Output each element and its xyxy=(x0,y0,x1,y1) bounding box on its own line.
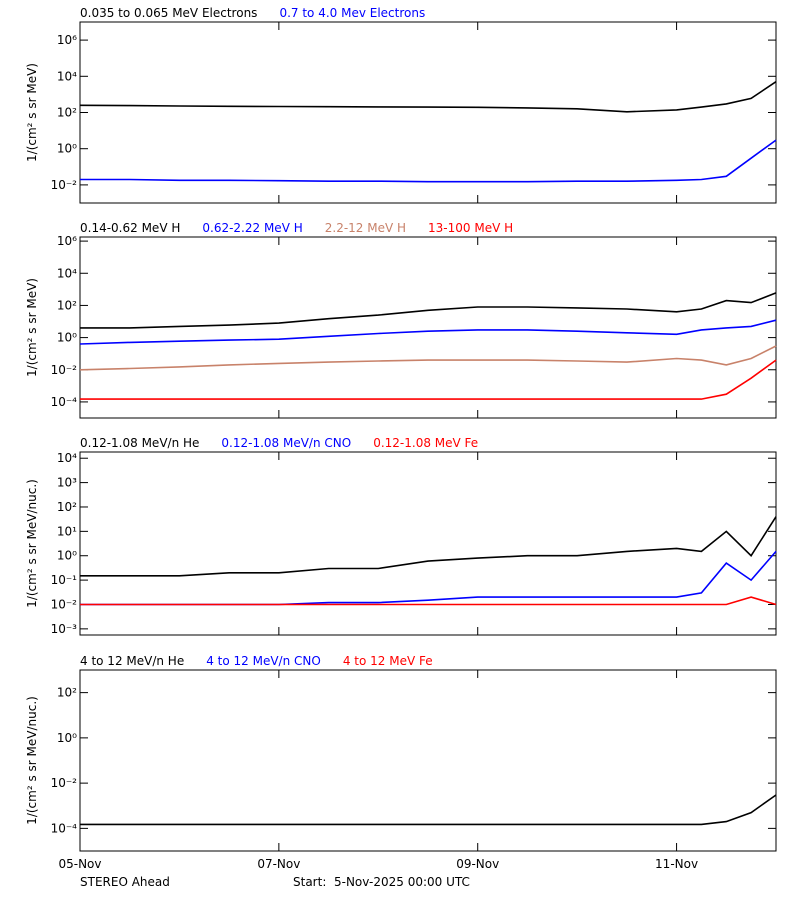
legend-entry: 4 to 12 MeV/n CNO xyxy=(206,654,321,668)
plot-frame xyxy=(79,236,777,419)
y-tick-label: 10⁻¹ xyxy=(51,573,78,587)
legend-entry: 0.12-1.08 MeV Fe xyxy=(373,436,478,450)
y-tick-label: 10¹ xyxy=(57,524,77,538)
y-axis-label: 1/(cm² s sr MeV) xyxy=(25,63,39,162)
plot-frame xyxy=(79,451,777,636)
legend-entry: 13-100 MeV H xyxy=(428,221,513,235)
series-line xyxy=(80,139,777,183)
y-tick-label: 10⁰ xyxy=(57,331,77,345)
y-tick-label: 10⁴ xyxy=(57,266,77,280)
legend-entry: 0.12-1.08 MeV/n He xyxy=(80,436,199,450)
series-line xyxy=(80,596,777,606)
y-tick-label: 10² xyxy=(57,500,77,514)
observatory-label: STEREO Ahead xyxy=(80,875,170,889)
y-tick-label: 10⁻⁴ xyxy=(51,821,78,835)
series-line xyxy=(79,319,777,345)
y-tick-label: 10⁻² xyxy=(51,363,78,377)
y-tick-label: 10⁰ xyxy=(57,549,77,563)
y-tick-label: 10⁻³ xyxy=(51,622,78,636)
y-tick-label: 10⁰ xyxy=(57,142,77,156)
y-tick-label: 10⁻² xyxy=(51,776,78,790)
legend-entry: 0.62-2.22 MeV H xyxy=(202,221,302,235)
y-tick-label: 10⁴ xyxy=(57,451,77,465)
series-line xyxy=(80,794,777,826)
plot-frame xyxy=(79,21,777,204)
y-tick-label: 10² xyxy=(57,686,77,700)
y-tick-label: 10⁻² xyxy=(51,597,78,611)
y-axis-label: 1/(cm² s sr MeV/nuc.) xyxy=(25,696,39,825)
y-tick-label: 10² xyxy=(57,106,77,120)
series-line xyxy=(80,516,777,577)
x-tick-label: 11-Nov xyxy=(655,857,698,871)
series-line xyxy=(80,359,777,400)
legend-entry: 0.7 to 4.0 Mev Electrons xyxy=(279,6,425,20)
y-tick-label: 10⁰ xyxy=(57,731,77,745)
y-tick-label: 10⁻⁴ xyxy=(51,395,78,409)
legend-entry: 2.2-12 MeV H xyxy=(325,221,406,235)
y-axis-label: 1/(cm² s sr MeV/nuc.) xyxy=(25,479,39,608)
series-line xyxy=(80,550,777,606)
legend-entry: 4 to 12 MeV/n He xyxy=(80,654,184,668)
y-tick-label: 10³ xyxy=(57,476,77,490)
x-tick-label: 09-Nov xyxy=(456,857,499,871)
series-line xyxy=(79,345,777,371)
start-label: Start: 5-Nov-2025 00:00 UTC xyxy=(293,875,470,889)
y-tick-label: 10⁴ xyxy=(57,69,77,83)
legend-entry: 0.14-0.62 MeV H xyxy=(80,221,180,235)
y-tick-label: 10⁶ xyxy=(57,234,77,248)
y-tick-label: 10² xyxy=(57,298,77,312)
legend-entry: 0.12-1.08 MeV/n CNO xyxy=(221,436,351,450)
y-tick-label: 10⁶ xyxy=(57,33,77,47)
x-tick-label: 05-Nov xyxy=(58,857,101,871)
legend-entry: 0.035 to 0.065 MeV Electrons xyxy=(80,6,257,20)
x-tick-label: 07-Nov xyxy=(257,857,300,871)
plot-frame xyxy=(79,669,777,852)
series-line xyxy=(79,81,777,113)
legend-entry: 4 to 12 MeV Fe xyxy=(343,654,433,668)
y-tick-label: 10⁻² xyxy=(51,178,78,192)
y-axis-label: 1/(cm² s sr MeV) xyxy=(25,278,39,377)
series-line xyxy=(80,292,777,329)
